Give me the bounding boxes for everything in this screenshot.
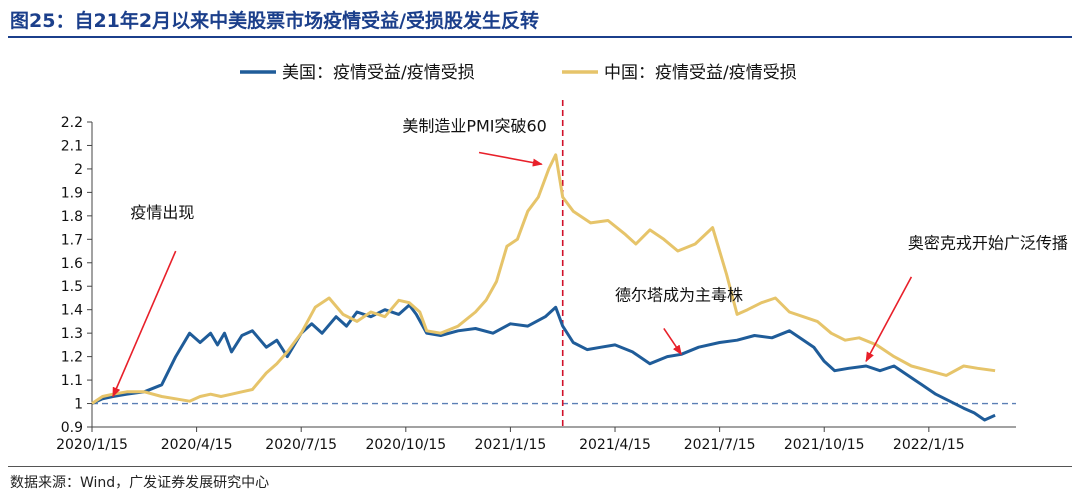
- y-tick-label: 2.2: [61, 115, 83, 131]
- y-tick-label: 1.3: [61, 326, 83, 342]
- y-tick-label: 1.4: [61, 303, 83, 319]
- legend-us-label: 美国：疫情受益/疫情受损: [282, 63, 475, 83]
- y-tick-label: 1.9: [61, 185, 83, 201]
- y-tick-label: 2.1: [61, 138, 83, 154]
- figure-title: 图25：自21年2月以来中美股票市场疫情受益/受损股发生反转: [10, 10, 540, 32]
- source-note: 数据来源：Wind，广发证券发展研究中心: [10, 475, 270, 491]
- x-tick-label: 2021/4/15: [579, 437, 651, 453]
- x-tick-label: 2021/7/15: [684, 437, 756, 453]
- us-series-line: [91, 303, 996, 422]
- y-tick-label: 2: [74, 162, 83, 178]
- x-tick-label: 2020/1/15: [56, 437, 128, 453]
- y-tick-label: 1: [74, 397, 83, 413]
- annotation-delta-label: 德尔塔成为主毒株: [615, 285, 743, 304]
- x-tick-label: 2022/1/15: [893, 437, 965, 453]
- x-tick-label: 2020/7/15: [265, 437, 337, 453]
- bottom-divider: [8, 466, 1072, 467]
- annotation-omicron-arrow: [865, 276, 913, 363]
- x-tick-label: 2021/10/15: [784, 437, 865, 453]
- annotation-pmi-arrow: [478, 151, 543, 167]
- y-tick-label: 1.1: [61, 373, 83, 389]
- chart: 0.9 1 1.1 1.2 1.3 1.4 1.5 1.6 1.7 1.8 1.9 2 2.1 2.2 20…: [56, 63, 1068, 453]
- china-series-line: [91, 153, 996, 405]
- annotation-pandemic-label: 疫情出现: [130, 203, 194, 222]
- x-tick-label: 2020/4/15: [161, 437, 233, 453]
- legend-china-label: 中国：疫情受益/疫情受损: [604, 63, 797, 83]
- y-tick-label: 1.2: [61, 350, 83, 366]
- annotation-pmi-label: 美制造业PMI突破60: [402, 116, 547, 135]
- x-tick-label: 2021/1/15: [475, 437, 547, 453]
- y-tick-label: 1.7: [61, 232, 83, 248]
- x-tick-label: 2020/10/15: [365, 437, 446, 453]
- y-tick-label: 1.8: [61, 209, 83, 225]
- y-tick-label: 1.5: [61, 279, 83, 295]
- annotation-pandemic-arrow: [112, 250, 177, 398]
- annotation-omicron-label: 奥密克戎开始广泛传播: [908, 234, 1068, 253]
- title-divider: [8, 36, 1072, 38]
- y-tick-label: 0.9: [61, 420, 83, 436]
- annotation-delta-arrow: [663, 328, 682, 356]
- y-tick-label: 1.6: [61, 256, 83, 272]
